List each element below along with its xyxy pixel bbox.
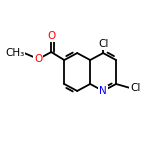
Text: Cl: Cl	[130, 83, 140, 93]
Text: O: O	[34, 54, 42, 64]
Text: CH₃: CH₃	[5, 48, 24, 58]
Text: O: O	[47, 31, 55, 41]
Text: Cl: Cl	[98, 39, 108, 49]
Text: N: N	[99, 86, 107, 96]
